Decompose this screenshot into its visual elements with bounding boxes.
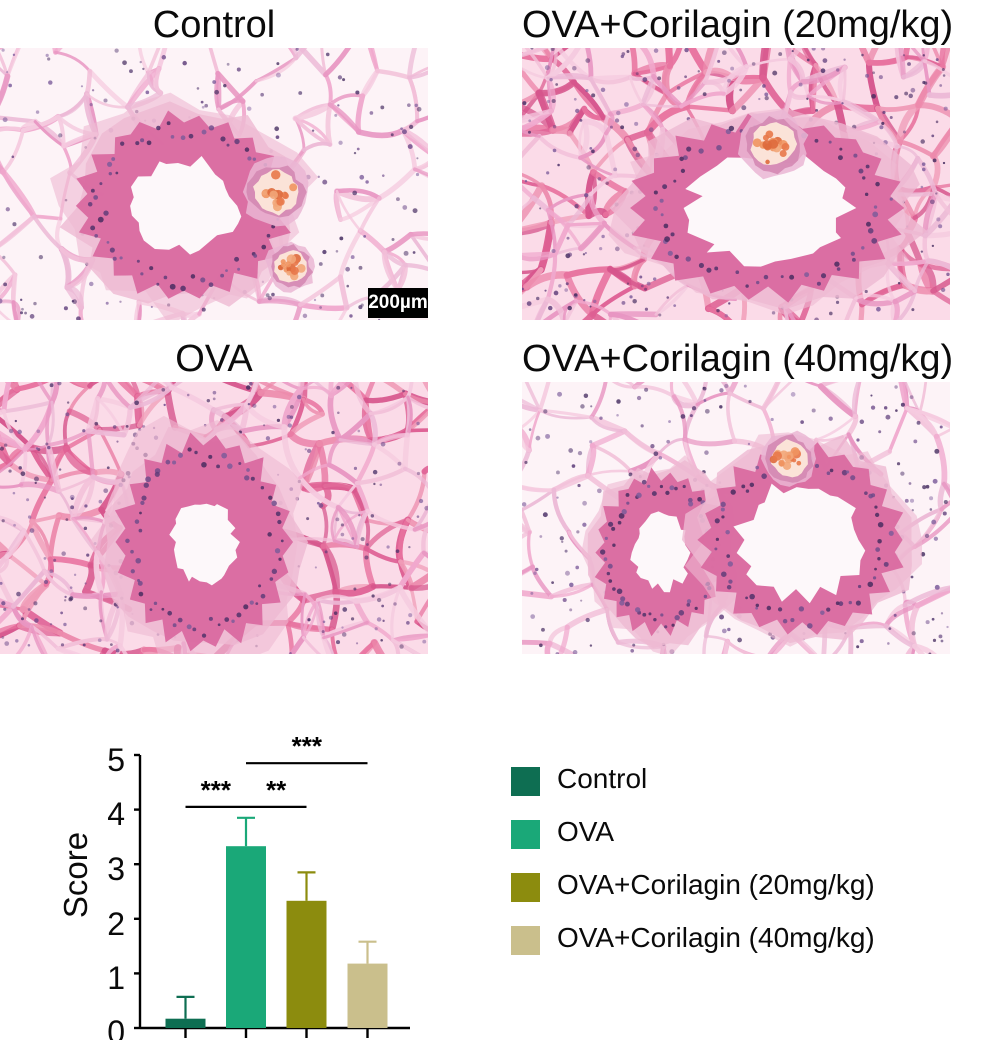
svg-text:***: *** xyxy=(292,731,323,761)
svg-text:**: ** xyxy=(266,775,287,805)
svg-text:***: *** xyxy=(201,775,232,805)
